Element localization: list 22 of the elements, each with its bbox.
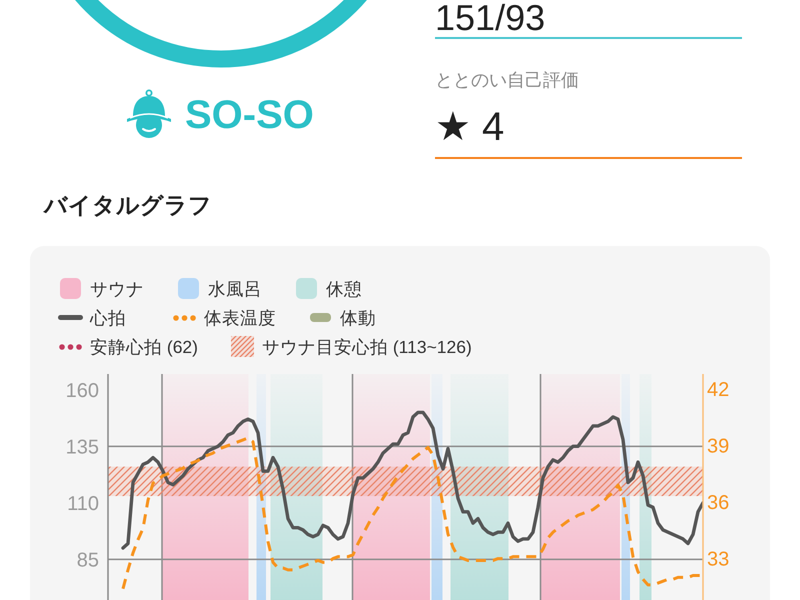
y-tick-label: 135 (66, 436, 99, 458)
legend-label: 心拍 (90, 308, 126, 328)
y2-tick-label: 36 (707, 492, 730, 514)
y-tick-label: 160 (66, 380, 99, 402)
legend-label: サウナ目安心拍 (113~126) (262, 336, 472, 356)
chart-title: バイタルグラフ (44, 192, 212, 218)
text: ★ 4 (435, 105, 504, 149)
text: サウナ (90, 278, 144, 298)
y2-tick-label: 42 (707, 379, 730, 402)
line-series (121, 410, 703, 550)
legend-label: 体表温度 (204, 308, 276, 328)
text: 水風呂 (208, 278, 262, 298)
text: ととのい自己評価 (435, 70, 579, 90)
text: SO-SO (185, 93, 314, 137)
text: 安静心拍 (62) (90, 336, 198, 356)
y-tick-label: 85 (76, 549, 99, 572)
text: 体動 (340, 308, 376, 328)
y-tick-label: 110 (67, 492, 99, 515)
y2-tick-label: 39 (707, 436, 730, 458)
y2-tick-label: 33 (707, 548, 730, 571)
text: 151/93 (435, 0, 546, 38)
text: 休憩 (326, 278, 362, 298)
